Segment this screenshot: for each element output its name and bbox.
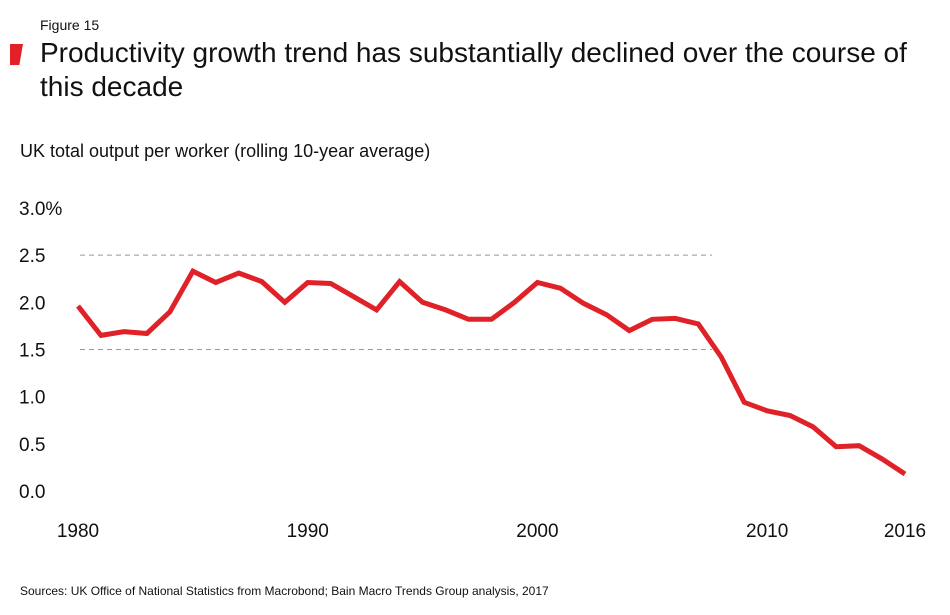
x-tick-label: 2016 xyxy=(884,521,926,542)
data-point xyxy=(420,300,425,305)
data-point xyxy=(351,294,356,299)
data-point xyxy=(466,317,471,322)
chart-title: Productivity growth trend has substantia… xyxy=(40,37,907,102)
data-point xyxy=(696,322,701,327)
data-point xyxy=(98,333,103,338)
series-line xyxy=(76,267,907,477)
data-point xyxy=(742,400,747,405)
x-tick-label: 2010 xyxy=(746,521,788,542)
x-tick-label: 1980 xyxy=(57,521,99,542)
source-note: Sources: UK Office of National Statistic… xyxy=(20,584,549,598)
data-point xyxy=(512,300,517,305)
y-tick-label: 0.5 xyxy=(19,435,45,456)
y-axis-label: UK total output per worker (rolling 10-y… xyxy=(20,141,431,161)
data-point xyxy=(857,443,862,448)
data-point xyxy=(305,280,310,285)
data-point xyxy=(673,316,678,321)
data-point xyxy=(328,281,333,286)
data-point xyxy=(834,444,839,449)
data-point xyxy=(374,307,379,312)
data-point xyxy=(581,301,586,306)
y-tick-label: 1.0 xyxy=(19,388,45,409)
data-point xyxy=(167,309,172,314)
data-point xyxy=(535,280,540,285)
data-point xyxy=(397,279,402,284)
data-point xyxy=(903,472,908,477)
data-point xyxy=(604,312,609,317)
y-tick-label: 2.0 xyxy=(19,293,45,314)
data-point xyxy=(627,328,632,333)
data-point xyxy=(76,304,81,309)
figure-label: Figure 15 xyxy=(40,17,100,33)
data-point xyxy=(282,300,287,305)
data-point xyxy=(880,456,885,461)
data-point xyxy=(788,413,793,418)
data-point xyxy=(811,424,816,429)
data-point xyxy=(236,271,241,276)
y-tick-label: 1.5 xyxy=(19,341,45,362)
x-tick-label: 2000 xyxy=(516,521,558,542)
y-tick-label: 3.0% xyxy=(19,199,62,220)
data-point xyxy=(259,279,264,284)
data-point xyxy=(650,317,655,322)
data-point xyxy=(489,317,494,322)
y-tick-label: 2.5 xyxy=(19,246,45,267)
data-point xyxy=(719,355,724,360)
title-marker xyxy=(10,44,23,65)
data-point xyxy=(213,280,218,285)
data-point xyxy=(765,408,770,413)
y-tick-label: 0.0 xyxy=(19,482,45,503)
data-point xyxy=(144,331,149,336)
data-point xyxy=(443,307,448,312)
data-point xyxy=(121,329,126,334)
x-tick-label: 1990 xyxy=(287,521,329,542)
data-point xyxy=(558,286,563,291)
data-point xyxy=(190,269,195,274)
